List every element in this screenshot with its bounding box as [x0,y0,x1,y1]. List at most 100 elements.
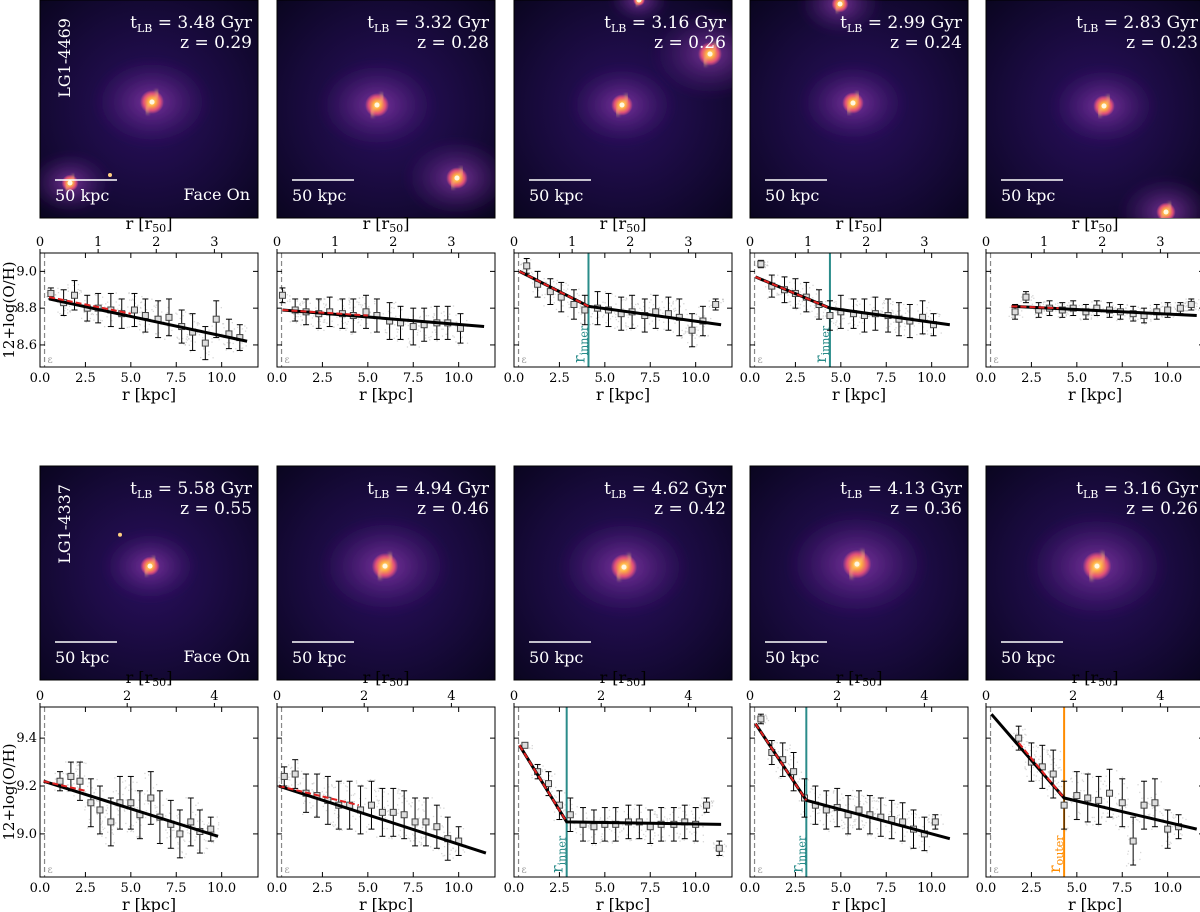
particle-point [302,302,304,305]
particle-point [397,812,399,814]
top-tick-label: 2 [389,235,397,250]
particle-point [816,317,818,320]
particle-point [897,814,899,817]
particle-point [78,292,81,295]
particle-point [927,315,930,318]
particle-point [196,324,199,326]
particle-point [799,313,802,315]
particle-point [166,837,168,839]
particle-point [124,810,126,812]
particle-point [223,327,225,329]
particle-cloud [278,760,467,859]
binned-point [67,772,75,780]
particle-point [809,305,812,307]
top-tick-label: 3 [210,235,218,250]
top-tick-label: 0 [273,689,281,704]
particle-point [303,324,305,327]
top-tick-label: 2 [833,689,841,704]
lookback-time-label: tLB = 4.62 Gyr [604,479,727,501]
particle-point [132,781,134,783]
particle-point [443,831,445,834]
particle-point [441,825,443,827]
particle-point [306,299,309,301]
particle-point [553,811,556,813]
particle-point [206,827,208,829]
epsilon-label: ε [758,355,763,366]
particle-point [532,282,534,284]
particle-point [1165,840,1168,842]
particle-point [461,336,463,338]
particle-point [635,327,637,329]
particle-point [131,293,133,295]
particle-point [102,828,104,831]
scale-bar-label: 50 kpc [292,648,346,667]
fit-line [282,308,485,329]
particle-point [244,325,246,327]
particle-point [122,793,124,796]
particle-point [205,847,207,849]
particle-point [845,804,847,806]
particle-point [353,319,355,321]
tlb-sub: LB [374,22,389,35]
particle-point [115,822,117,824]
particle-point [554,286,556,288]
particle-point [683,303,685,305]
particle-point [1171,826,1174,828]
particle-point [183,823,186,825]
binned-point [790,768,798,776]
particle-point [1024,728,1026,730]
particle-point [914,812,916,815]
particle-point [1192,299,1194,301]
particle-point [861,794,863,797]
particle-point [345,329,347,331]
particle-point [656,814,659,816]
particle-point [1162,305,1164,308]
particle-point [447,316,449,318]
particle-point [914,816,917,819]
particle-point [778,777,780,779]
particle-point [1198,299,1200,301]
particle-point [89,317,92,320]
particle-point [832,322,835,324]
galaxy-halo [650,9,732,99]
binned-point [1022,293,1030,301]
particle-point [622,307,624,310]
tlb-sub: LB [847,22,862,35]
particle-point [325,791,327,793]
particle-point [541,769,543,771]
particle-point [1039,755,1042,758]
particle-point [575,813,577,815]
particle-point [69,310,72,312]
particle-point [888,831,891,833]
particle-point [603,314,605,316]
particle-point [236,326,239,329]
particle-point [1127,853,1129,855]
particle-point [777,274,779,276]
particle-point [650,844,653,847]
particle-point [772,757,774,759]
particle-point [1172,316,1174,318]
particle-point [587,825,590,827]
particle-point [62,772,64,775]
x-tick-label: 7.5 [640,371,661,386]
particle-point [835,324,837,326]
particle-point [776,292,778,294]
particle-point [190,314,192,316]
particle-point [1048,785,1050,787]
particle-point [808,287,811,289]
particle-point [96,813,98,815]
lookback-time-label: tLB = 4.94 Gyr [367,479,490,501]
particle-point [375,790,377,793]
particle-point [84,790,87,793]
particle-point [701,797,703,799]
x-tick-label: 5.0 [357,371,378,386]
particle-point [349,301,351,304]
particle-point [702,826,704,828]
particle-point [801,300,803,303]
binned-point [278,291,286,299]
particle-point [562,305,564,307]
particle-point [1101,816,1103,818]
